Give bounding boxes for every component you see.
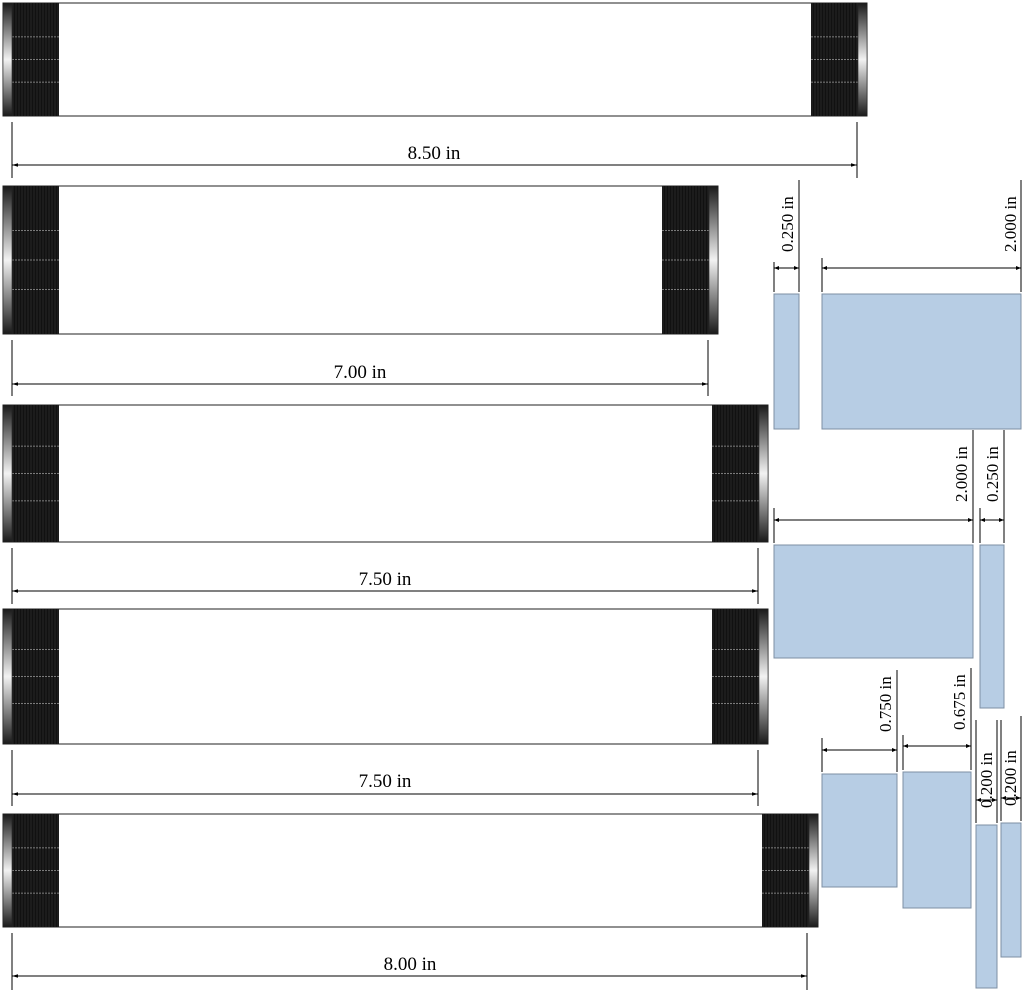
panel-2: 7.00 in [2, 185, 719, 396]
dimension-label-part-3d: 0.200 in [1001, 750, 1020, 806]
right-grip-4 [712, 608, 769, 745]
part-c-3 [975, 824, 998, 989]
dimension-label-part-1b: 2.000 in [1001, 196, 1020, 252]
dimension-label-part-2b: 0.250 in [983, 446, 1002, 502]
part-wide-2 [773, 544, 974, 659]
dimension-label-3: 7.50 in [359, 569, 412, 590]
left-grip-3 [2, 404, 59, 543]
right-grip-5 [762, 813, 819, 928]
left-grip-4 [2, 608, 59, 745]
parts-group-3: 0.750 in 0.675 in 0.200 in 0.200 in [821, 668, 1022, 989]
dimension-label-part-3c: 0.200 in [977, 752, 996, 808]
panel-4: 7.50 in [2, 608, 769, 806]
dimension-label-part-3b: 0.675 in [950, 674, 969, 730]
dimension-label-part-1a: 0.250 in [778, 196, 797, 252]
panel-5: 8.00 in [2, 813, 819, 990]
dimension-label-4: 7.50 in [359, 771, 412, 792]
right-grip-1 [811, 2, 868, 117]
part-d-3 [1000, 822, 1022, 958]
dimension-label-5: 8.00 in [384, 954, 437, 975]
left-grip-2 [2, 185, 59, 335]
part-narrow-1 [773, 293, 800, 430]
left-grip-5 [2, 813, 59, 928]
dimension-label-1: 8.50 in [408, 143, 461, 164]
panel-3: 7.50 in [2, 404, 769, 604]
part-wide-1 [821, 293, 1022, 430]
parts-group-2: 2.000 in 0.250 in [773, 430, 1005, 709]
right-grip-2 [662, 185, 719, 335]
part-narrow-2 [979, 544, 1005, 709]
right-grip-3 [712, 404, 769, 543]
left-grip-1 [2, 2, 59, 117]
dimension-label-part-2a: 2.000 in [952, 446, 971, 502]
part-b-3 [902, 771, 972, 909]
panel-1: 8.50 in [2, 2, 868, 178]
part-a-3 [821, 773, 898, 888]
dimension-label-part-3a: 0.750 in [876, 676, 895, 732]
parts-group-1: 0.250 in 2.000 in [773, 180, 1022, 430]
dimension-label-2: 7.00 in [334, 362, 387, 383]
